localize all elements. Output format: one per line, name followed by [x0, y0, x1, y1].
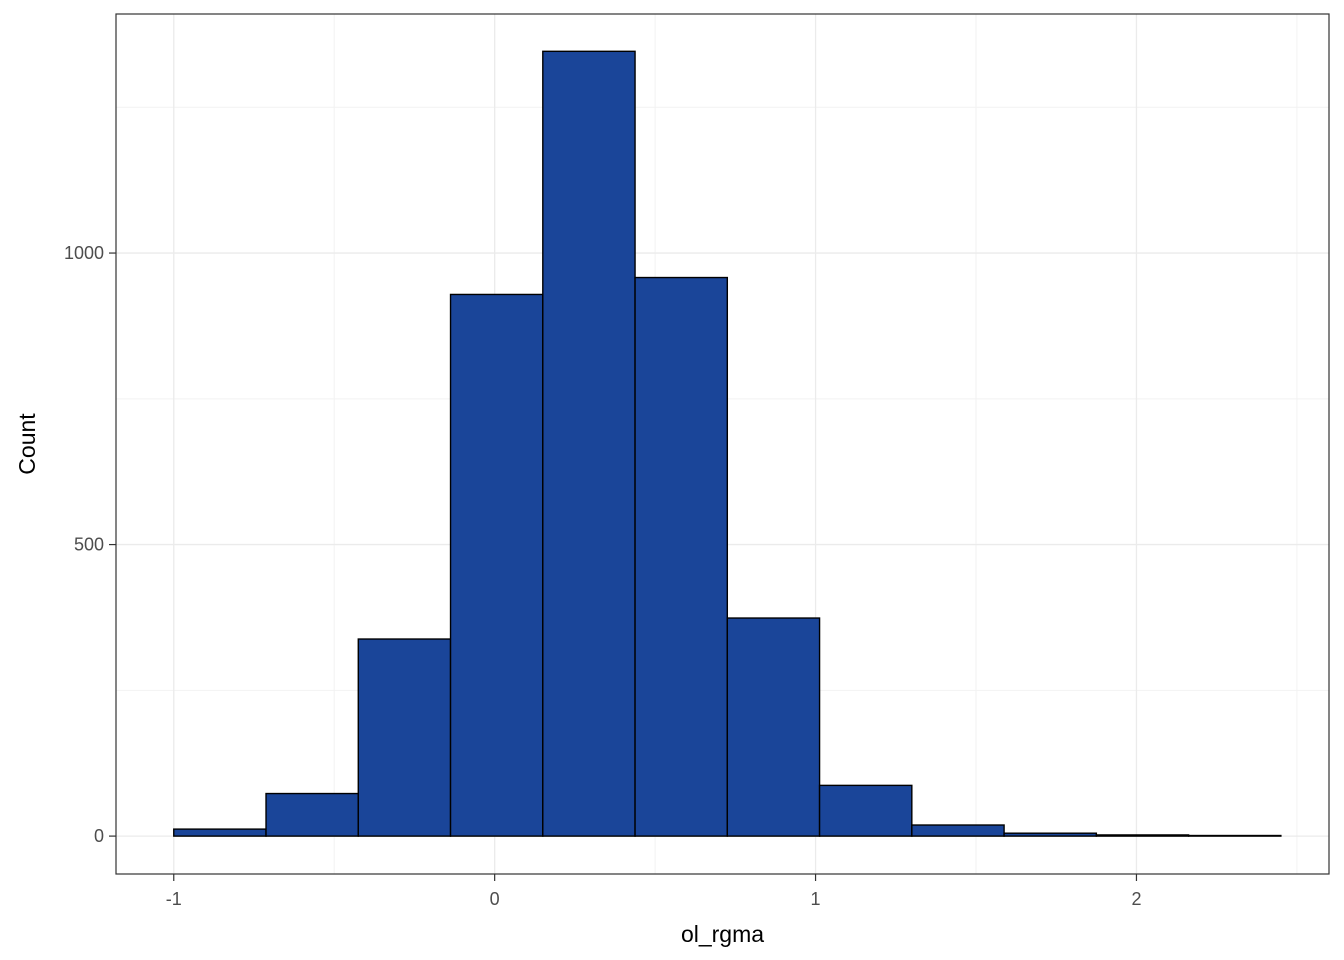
histogram-bar — [357, 638, 452, 837]
histogram-bar — [1003, 832, 1098, 837]
x-tick-label: 0 — [490, 889, 500, 909]
histogram-bar — [726, 617, 821, 837]
histogram-bar — [818, 784, 913, 837]
histogram-bar — [449, 293, 544, 837]
histogram-bar — [1095, 834, 1190, 837]
x-axis-title: ol_rgma — [681, 921, 764, 947]
histogram-bar — [265, 792, 359, 837]
panel-border — [115, 13, 1330, 875]
y-tick-label: 0 — [94, 826, 104, 846]
x-tick-label: 2 — [1131, 889, 1141, 909]
y-tick-label: 500 — [74, 535, 104, 555]
histogram-bar — [911, 824, 1005, 837]
x-tick-label: -1 — [166, 889, 182, 909]
histogram-bar — [542, 50, 636, 837]
x-tick-label: 1 — [811, 889, 821, 909]
histogram-bar — [634, 276, 729, 837]
y-axis-title: Count — [14, 413, 40, 475]
y-axis: 0 500 1000 — [64, 243, 116, 846]
histogram-bars — [173, 50, 1282, 837]
histogram-bar — [1187, 834, 1282, 837]
y-tick-label: 1000 — [64, 243, 104, 263]
histogram-bar — [173, 828, 267, 837]
x-axis: -1 0 1 2 — [166, 874, 1141, 909]
